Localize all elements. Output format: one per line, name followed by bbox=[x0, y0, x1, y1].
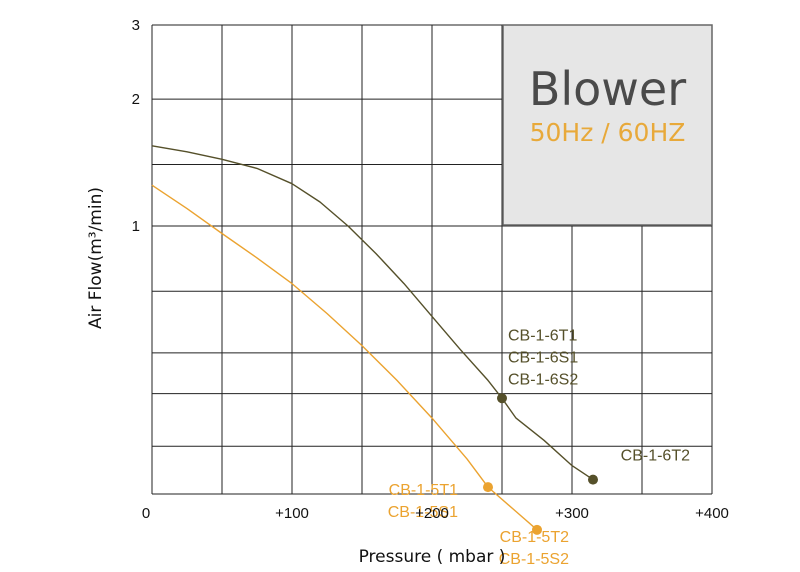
info-box-title: Blower bbox=[529, 62, 686, 116]
series-point bbox=[497, 393, 507, 404]
tick-labels: 0 +100 +200 +300 +400 1 2 3 bbox=[132, 17, 729, 522]
series-line bbox=[151, 184, 538, 531]
x-tick-label: +200 bbox=[415, 505, 449, 522]
info-box: Blower 50Hz / 60HZ bbox=[502, 24, 713, 226]
series-layer: CB-1-6T1 CB-1-6S1 CB-1-6S2 CB-1-6T2 CB-1-5T1… bbox=[151, 145, 690, 568]
y-tick-label: 3 bbox=[132, 17, 140, 34]
y-tick-label: 1 bbox=[132, 218, 140, 235]
series-point bbox=[532, 524, 542, 535]
series-point bbox=[483, 482, 493, 493]
point-label: CB-1-6S2 bbox=[508, 371, 578, 388]
point-label: CB-1-5S2 bbox=[499, 551, 569, 568]
y-tick-label: 2 bbox=[132, 91, 140, 108]
x-axis-title: Pressure ( mbar ) bbox=[359, 547, 506, 567]
grid bbox=[151, 24, 713, 495]
info-box-background bbox=[502, 24, 713, 226]
info-box-subtitle: 50Hz / 60HZ bbox=[530, 118, 686, 147]
point-label: CB-1-6S1 bbox=[508, 349, 578, 366]
x-tick-label: +100 bbox=[275, 505, 309, 522]
x-tick-label: 0 bbox=[142, 505, 150, 522]
point-label: CB-1-5T1 bbox=[389, 482, 458, 499]
point-label: CB-1-5T2 bbox=[500, 529, 569, 546]
point-label: CB-1-5S1 bbox=[388, 504, 458, 521]
point-label: CB-1-6T1 bbox=[508, 327, 577, 344]
series-point bbox=[588, 474, 598, 485]
point-label: CB-1-6T2 bbox=[621, 448, 690, 465]
y-axis-title: Air Flow(m³/min) bbox=[86, 187, 106, 329]
x-tick-label: +400 bbox=[695, 505, 729, 522]
series-line bbox=[151, 145, 594, 481]
x-tick-label: +300 bbox=[555, 505, 589, 522]
